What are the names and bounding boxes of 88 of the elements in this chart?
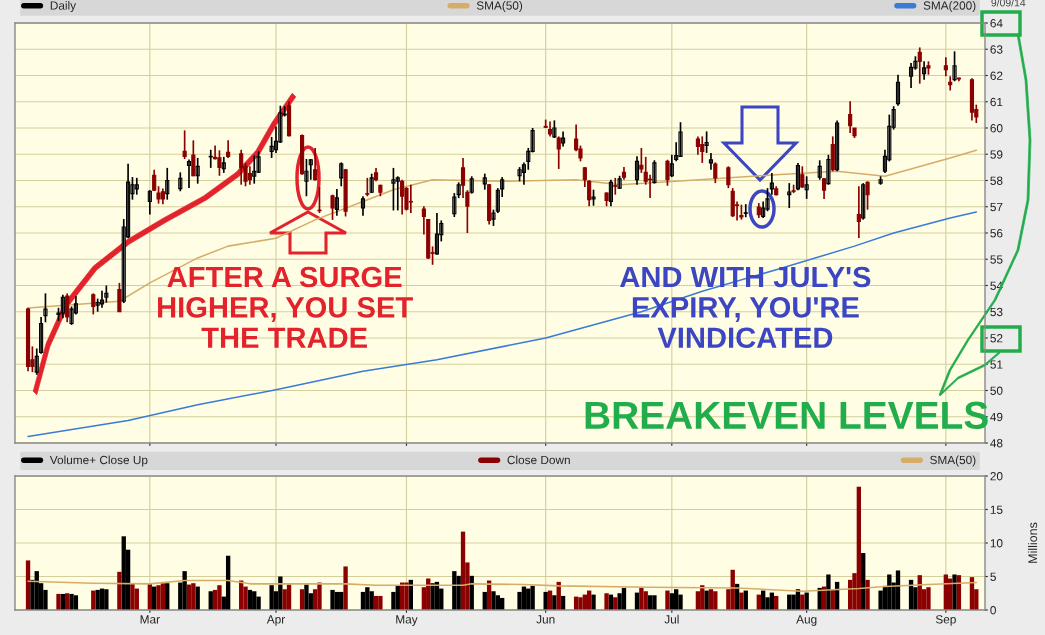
candlestick: [726, 165, 731, 189]
y-tick-label: 10: [990, 539, 1003, 548]
y-tick-label: 20: [990, 472, 1003, 481]
bar: [604, 593, 609, 610]
bar: [739, 592, 744, 610]
candlestick: [804, 175, 809, 200]
candlestick: [330, 193, 335, 221]
candlestick: [665, 158, 670, 187]
bar: [952, 574, 957, 610]
bar: [191, 583, 196, 610]
x-tick-label: Jun: [536, 615, 555, 624]
candlestick: [217, 149, 222, 177]
bar: [826, 574, 831, 610]
bar: [530, 585, 535, 610]
y-tick-label: 50: [990, 386, 1003, 395]
candlestick: [365, 177, 370, 198]
bar: [330, 589, 335, 610]
bar: [878, 590, 883, 610]
bar: [665, 590, 670, 610]
candlestick: [952, 50, 957, 83]
y-tick-label: 62: [990, 71, 1003, 80]
y-tick-label: 63: [990, 45, 1003, 54]
legend-label: SMA(50): [476, 1, 523, 13]
legend-label: SMA(50): [930, 455, 976, 467]
legend-label: Daily: [50, 1, 77, 13]
bar: [452, 571, 457, 610]
bar: [269, 585, 274, 610]
candlestick: [678, 121, 683, 158]
bar: [865, 579, 870, 610]
legend-label: Volume+ Close Up: [49, 455, 148, 467]
x-tick-label: Aug: [796, 615, 817, 626]
legend-label: Close Down: [507, 455, 570, 465]
bar: [365, 587, 370, 610]
bar: [926, 587, 931, 610]
y-tick-label: 5: [990, 572, 996, 581]
bar: [804, 592, 809, 610]
y-tick-label: 61: [990, 97, 1003, 107]
y-tick-label: 58: [990, 176, 1003, 185]
bar: [378, 595, 383, 610]
bar: [552, 595, 557, 610]
candlestick: [304, 158, 309, 198]
bar: [652, 595, 657, 610]
bar: [856, 486, 862, 610]
candlestick: [652, 159, 657, 185]
bar: [578, 597, 583, 610]
bar: [517, 591, 522, 610]
candlestick: [191, 139, 196, 178]
y-tick-label: 59: [990, 150, 1003, 159]
y-tick-label: 56: [990, 229, 1003, 238]
legend-label: SMA(200): [923, 1, 976, 13]
x-tick-label: Sep: [935, 615, 956, 626]
bar: [704, 590, 709, 610]
bar: [343, 566, 348, 610]
candlestick: [391, 167, 396, 212]
bar: [591, 594, 596, 610]
annotation: AFTER A SURGE HIGHER, YOU SET THE TRADE: [158, 266, 413, 348]
y-tick-label: 57: [990, 202, 1003, 212]
candlestick: [704, 130, 709, 154]
bar: [639, 587, 644, 610]
y-tick-label: 51: [990, 360, 1003, 369]
annotation: BREAKEVEN LEVELS: [585, 401, 988, 430]
bar: [543, 591, 548, 610]
y-tick-label: 64: [990, 19, 1003, 28]
y-tick-label: 52: [990, 334, 1003, 343]
y-tick-label: 60: [990, 124, 1003, 133]
bar: [278, 576, 283, 610]
y-tick-label: 48: [990, 439, 1003, 448]
candlestick: [182, 129, 187, 160]
bar: [304, 584, 309, 610]
candlestick: [826, 153, 831, 186]
y-axis-title: Millions: [1027, 522, 1038, 563]
x-tick-label: Apr: [266, 615, 285, 626]
bar: [182, 571, 187, 610]
x-tick-label: Jul: [664, 614, 679, 624]
y-tick-label: 0: [990, 606, 996, 615]
bar: [491, 591, 496, 610]
candlestick: [865, 180, 870, 211]
y-tick-label: 49: [990, 412, 1003, 422]
candlestick: [956, 76, 961, 83]
bar: [156, 585, 161, 610]
y-tick-label: 15: [990, 505, 1003, 514]
bar: [430, 583, 435, 610]
candlestick: [343, 168, 348, 218]
x-tick-label: Mar: [140, 615, 160, 624]
y-tick-label: 53: [990, 307, 1003, 317]
x-tick-label: May: [396, 615, 418, 626]
bar: [217, 585, 222, 610]
y-tick-label: 55: [990, 255, 1003, 264]
